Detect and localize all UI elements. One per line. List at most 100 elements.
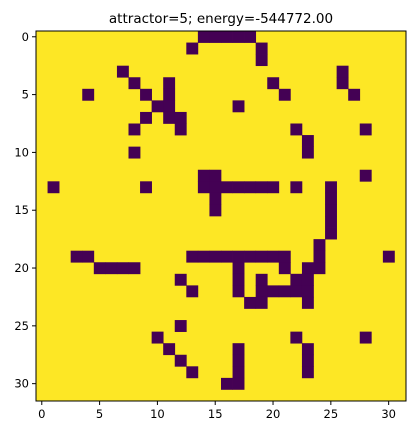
heatmap-cell bbox=[174, 320, 187, 332]
heatmap-cell bbox=[325, 204, 337, 217]
y-tick-label: 20 bbox=[14, 261, 29, 275]
heatmap-cell bbox=[244, 250, 257, 263]
heatmap-cell bbox=[116, 262, 129, 275]
heatmap-cell bbox=[221, 181, 233, 194]
heatmap-cell bbox=[255, 181, 268, 194]
heatmap-cell bbox=[244, 31, 257, 43]
heatmap-cell bbox=[128, 123, 141, 136]
heatmap-cell bbox=[197, 169, 210, 182]
heatmap-cell bbox=[151, 100, 164, 113]
x-tick-label: 15 bbox=[208, 407, 223, 421]
heatmap-cell bbox=[232, 285, 245, 298]
heatmap-cell bbox=[325, 227, 337, 240]
heatmap-cell bbox=[244, 296, 257, 309]
heatmap-cell bbox=[325, 192, 337, 205]
heatmap-cell bbox=[232, 366, 245, 379]
heatmap-cell bbox=[232, 354, 245, 367]
heatmap-cell bbox=[151, 331, 164, 344]
heatmap-cell bbox=[174, 354, 187, 367]
heatmap-cell bbox=[301, 285, 314, 298]
heatmap-cell bbox=[163, 111, 176, 124]
heatmap-cell bbox=[93, 262, 106, 275]
heatmap-cell bbox=[209, 192, 222, 205]
y-tick-label: 10 bbox=[14, 145, 29, 159]
heatmap-cell bbox=[244, 181, 257, 194]
heatmap-cell bbox=[325, 216, 337, 228]
heatmap-cell bbox=[128, 77, 141, 90]
heatmap-cell bbox=[301, 146, 314, 159]
heatmap-cell bbox=[232, 377, 245, 390]
heatmap-cell bbox=[221, 250, 233, 263]
heatmap-cell bbox=[116, 65, 129, 78]
x-tick-label: 10 bbox=[150, 407, 165, 421]
heatmap-cell bbox=[336, 77, 349, 90]
heatmap-cell bbox=[290, 273, 303, 286]
heatmap-cell bbox=[163, 88, 176, 101]
heatmap-cell bbox=[209, 169, 222, 182]
heatmap-cell bbox=[186, 366, 199, 379]
heatmap-cell bbox=[336, 65, 349, 78]
heatmap-cell bbox=[186, 285, 199, 298]
heatmap-cell bbox=[221, 31, 233, 43]
heatmap-cell bbox=[82, 88, 95, 101]
plot-frame bbox=[35, 30, 407, 402]
x-tick-label: 30 bbox=[381, 407, 396, 421]
heatmap-cell bbox=[290, 285, 303, 298]
y-tick-label: 0 bbox=[22, 30, 29, 44]
heatmap-cell bbox=[255, 250, 268, 263]
heatmap-cell bbox=[325, 181, 337, 194]
heatmap-cell bbox=[301, 135, 314, 147]
heatmap-cell bbox=[140, 88, 152, 101]
y-tick-label: 30 bbox=[14, 377, 29, 391]
heatmap-cell bbox=[221, 377, 233, 390]
heatmap-cell bbox=[105, 262, 118, 275]
heatmap-cell bbox=[290, 331, 303, 344]
heatmap-cell bbox=[140, 181, 152, 194]
heatmap-cell bbox=[209, 31, 222, 43]
y-tick-label: 5 bbox=[22, 88, 29, 102]
heatmap-cell bbox=[186, 250, 199, 263]
heatmap-cell bbox=[197, 31, 210, 43]
heatmap-cell bbox=[267, 285, 280, 298]
heatmap-cell bbox=[255, 54, 268, 67]
heatmap-cell bbox=[359, 169, 372, 182]
x-tick-label: 20 bbox=[266, 407, 281, 421]
heatmap-cell bbox=[278, 262, 291, 275]
heatmap-cell bbox=[140, 111, 152, 124]
heatmap-cell bbox=[174, 123, 187, 136]
heatmap-cell bbox=[174, 273, 187, 286]
heatmap-cell bbox=[209, 204, 222, 217]
heatmap-cell bbox=[163, 77, 176, 90]
heatmap-cell bbox=[301, 354, 314, 367]
heatmap-cell bbox=[232, 250, 245, 263]
heatmap-cell bbox=[278, 88, 291, 101]
heatmap-cells bbox=[36, 31, 406, 401]
heatmap-cell bbox=[348, 88, 361, 101]
heatmap-cell bbox=[128, 262, 141, 275]
heatmap-cell bbox=[209, 250, 222, 263]
heatmap-cell bbox=[209, 181, 222, 194]
heatmap-cell bbox=[267, 77, 280, 90]
x-tick-label: 5 bbox=[96, 407, 103, 421]
heatmap-cell bbox=[313, 250, 326, 263]
heatmap-cell bbox=[197, 250, 210, 263]
chart-title: attractor=5; energy=-544772.00 bbox=[109, 11, 333, 27]
heatmap-cell bbox=[186, 42, 199, 55]
heatmap-cell bbox=[232, 262, 245, 275]
x-tick-label: 25 bbox=[324, 407, 339, 421]
heatmap-cell bbox=[174, 111, 187, 124]
heatmap-cell bbox=[163, 343, 176, 356]
heatmap-cell bbox=[255, 296, 268, 309]
x-axis: 0 5 10 15 20 25 30 bbox=[38, 401, 396, 421]
heatmap-cell bbox=[301, 343, 314, 356]
heatmap-cell bbox=[232, 31, 245, 43]
heatmap-cell bbox=[290, 123, 303, 136]
heatmap-cell bbox=[82, 250, 95, 263]
heatmap-cell bbox=[278, 250, 291, 263]
heatmap-cell bbox=[47, 181, 60, 194]
heatmap-cell bbox=[313, 239, 326, 252]
heatmap-cell bbox=[313, 262, 326, 275]
heatmap-cell bbox=[128, 146, 141, 159]
heatmap-cell bbox=[267, 181, 280, 194]
